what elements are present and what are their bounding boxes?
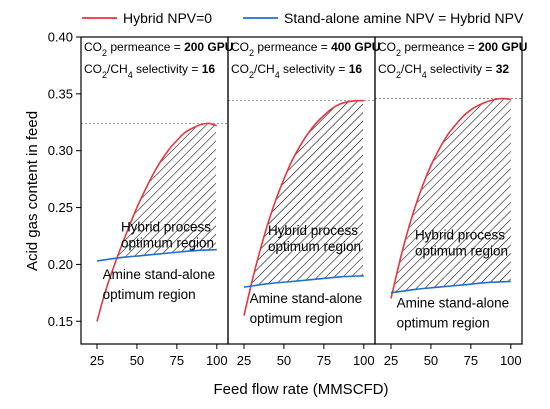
hybrid-region-label: optimum region xyxy=(121,235,214,250)
amine-npv-curve xyxy=(390,280,511,294)
amine-region-label: optimum region xyxy=(103,287,196,302)
amine-region-label: Amine stand-alone xyxy=(250,291,363,306)
hybrid-region-hatch xyxy=(392,98,511,293)
amine-region-label: Amine stand-alone xyxy=(397,296,510,311)
permeance-label: CO2 permeance = 400 GPU xyxy=(231,40,380,58)
y-tick-label: 0.20 xyxy=(48,257,73,272)
hybrid-region-label: optimum region xyxy=(268,239,361,254)
legend: Hybrid NPV=0 Stand-alone amine NPV = Hyb… xyxy=(82,10,524,26)
y-tick-label: 0.15 xyxy=(48,314,73,329)
x-tick-label: 100 xyxy=(206,353,228,368)
y-axis-ticks: 0.15 0.20 0.25 0.30 0.35 0.40 xyxy=(48,30,81,329)
hatched-regions xyxy=(117,98,511,293)
x-axis-label: Feed flow rate (MMSCFD) xyxy=(213,381,388,398)
amine-region-label: Amine stand-alone xyxy=(103,267,216,282)
selectivity-label: CO2/CH4 selectivity = 32 xyxy=(378,62,509,80)
amine-region-label: optimum region xyxy=(397,316,490,331)
x-tick-label: 50 xyxy=(277,353,291,368)
hybrid-region-hatch xyxy=(117,123,216,259)
x-tick-label: 25 xyxy=(90,353,104,368)
plot-frames xyxy=(80,36,523,345)
y-tick-label: 0.30 xyxy=(48,143,73,158)
selectivity-label: CO2/CH4 selectivity = 16 xyxy=(84,62,215,80)
panel-annotations: CO2 permeance = 200 GPU CO2/CH4 selectivi… xyxy=(84,40,527,331)
x-tick-label: 75 xyxy=(464,353,478,368)
hybrid-npv-curve xyxy=(243,99,364,316)
y-tick-label: 0.35 xyxy=(48,86,73,101)
x-tick-label: 25 xyxy=(384,353,398,368)
amine-region-label: optimum region xyxy=(250,311,343,326)
amine-npv-curve xyxy=(243,275,364,288)
hybrid-region-label: Hybrid process xyxy=(415,227,505,242)
legend-label-hybrid: Hybrid NPV=0 xyxy=(123,10,212,26)
hybrid-region-label: Hybrid process xyxy=(268,223,358,238)
hybrid-npv-curve xyxy=(390,97,511,299)
x-tick-label: 75 xyxy=(317,353,331,368)
x-axis-ticks: 25 50 75 100 25 50 75 100 25 50 75 100 xyxy=(90,344,522,368)
x-tick-label: 50 xyxy=(130,353,144,368)
x-tick-label: 100 xyxy=(500,353,522,368)
x-tick-label: 100 xyxy=(353,353,375,368)
x-tick-label: 25 xyxy=(237,353,251,368)
x-tick-label: 50 xyxy=(424,353,438,368)
permeance-label: CO2 permeance = 200 GPU xyxy=(84,40,233,58)
permeance-label: CO2 permeance = 200 GPU xyxy=(378,40,527,58)
selectivity-label: CO2/CH4 selectivity = 16 xyxy=(231,62,362,80)
y-tick-label: 0.40 xyxy=(48,30,73,45)
amine-npv-curve xyxy=(96,248,217,262)
hybrid-region-hatch xyxy=(251,100,363,287)
x-tick-label: 75 xyxy=(170,353,184,368)
plot-frame xyxy=(374,36,523,345)
hybrid-region-label: Hybrid process xyxy=(121,219,211,234)
hybrid-region-label: optimum region xyxy=(415,243,508,258)
y-tick-label: 0.25 xyxy=(48,200,73,215)
y-axis-label: Acid gas content in feed xyxy=(24,111,41,271)
legend-label-amine: Stand-alone amine NPV = Hybrid NPV xyxy=(284,10,524,26)
dashed-guides xyxy=(81,98,522,124)
series-curves xyxy=(96,97,511,322)
